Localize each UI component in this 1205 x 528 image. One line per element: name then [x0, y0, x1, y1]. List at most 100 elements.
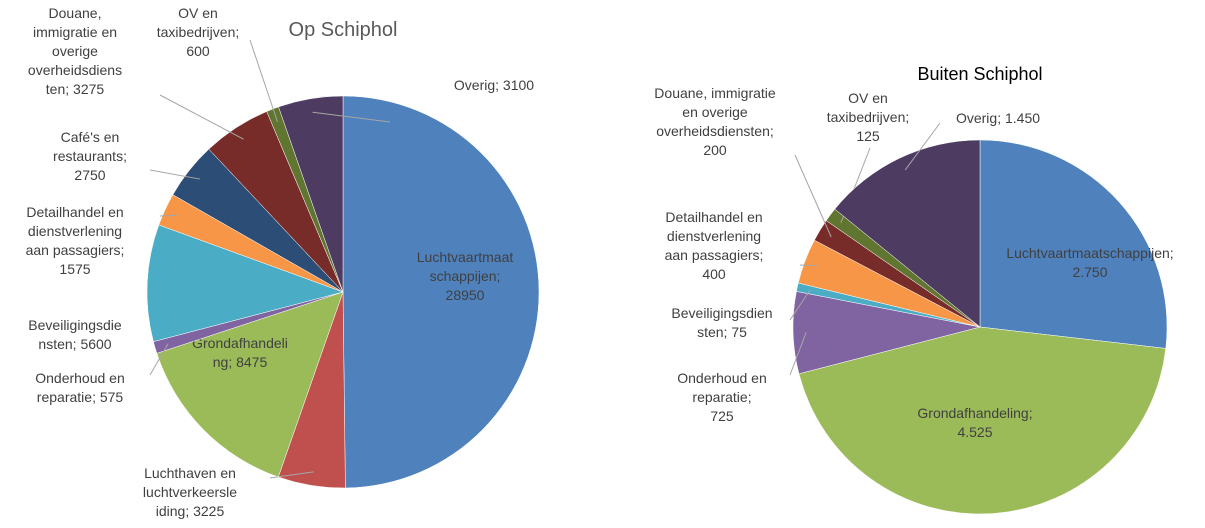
label-part: Grondafhandeli [192, 335, 288, 351]
label-part: 1.450 [1005, 110, 1040, 126]
data-label: Beveiligingsdien sten; 75 [671, 305, 772, 340]
label-part: 2750 [74, 167, 105, 183]
label-part: aan passagiers [665, 247, 760, 263]
label-line: 2.750 [1072, 264, 1107, 280]
label-line: 125 [856, 128, 880, 144]
label-line: 28950 [446, 287, 485, 303]
label-line: Grondafhandeli [192, 335, 288, 351]
data-label: Beveiligingsdie nsten; 5600 [28, 317, 122, 352]
label-part: dienstverlening [667, 228, 761, 244]
label-line: iding; 3225 [156, 503, 225, 519]
label-line: overheidsdiens [28, 62, 122, 78]
label-line: taxibedrijven; [827, 109, 910, 125]
label-part: aan passagiers [26, 242, 121, 258]
label-part: Overig [956, 110, 997, 126]
label-line: 400 [702, 266, 726, 282]
leader-line [249, 39, 278, 123]
label-line: OV en [848, 90, 888, 106]
label-line: 600 [186, 43, 210, 59]
data-label: Onderhoud en reparatie; 575 [35, 370, 125, 405]
label-part: taxibedrijven [157, 24, 236, 40]
label-part: 200 [703, 142, 727, 158]
label-part: ; [770, 123, 774, 139]
label-part: 725 [710, 408, 734, 424]
label-part: OV en [848, 90, 888, 106]
label-line: Grondafhandeling; [917, 405, 1032, 421]
label-part: restaurants [53, 148, 123, 164]
label-part: dienstverlening [28, 223, 122, 239]
label-part: schappijen [430, 268, 497, 284]
label-part: ; [760, 247, 764, 263]
label-part: 28950 [446, 287, 485, 303]
label-part: overheidsdiens [28, 62, 122, 78]
label-part: Luchthaven en [144, 465, 236, 481]
label-part: en overige [682, 104, 748, 120]
label-part: Onderhoud en [35, 370, 125, 386]
label-part: ; [228, 354, 236, 370]
leader-line [904, 122, 941, 171]
pie-slice [278, 95, 344, 293]
label-part: Grondafhandeling [917, 405, 1028, 421]
label-part: taxibedrijven [827, 109, 906, 125]
label-part: ; [724, 324, 732, 340]
data-label: OV en taxibedrijven; 600 [157, 5, 240, 59]
label-line: 4.525 [957, 424, 992, 440]
label-part: immigratie en [33, 24, 117, 40]
label-line: 725 [710, 408, 734, 424]
label-line: restaurants; [53, 148, 127, 164]
label-part: ; [235, 24, 239, 40]
label-line: schappijen; [430, 268, 501, 284]
data-label: Onderhoud en reparatie; 725 [677, 370, 767, 424]
leader-line [159, 214, 178, 217]
data-label: Grondafhandeli ng; 8475 [192, 335, 288, 370]
label-line: Beveiligingsdien [671, 305, 772, 321]
label-line: dienstverlening [28, 223, 122, 239]
label-line: taxibedrijven; [157, 24, 240, 40]
chart-title: Op Schiphol [289, 19, 398, 41]
label-line: Onderhoud en [35, 370, 125, 386]
label-part: ng [213, 354, 229, 370]
label-line: Douane, immigratie [654, 85, 776, 101]
label-line: nsten; 5600 [38, 336, 111, 352]
label-line: 200 [703, 142, 727, 158]
label-line: en overige [682, 104, 748, 120]
label-part: ; [123, 148, 127, 164]
label-part: reparatie [692, 389, 747, 405]
label-part: ; [92, 389, 100, 405]
leader-line [794, 154, 832, 238]
label-part: 575 [100, 389, 124, 405]
data-label: OV en taxibedrijven; 125 [827, 90, 910, 144]
label-part: ; [1170, 245, 1174, 261]
label-part: 1575 [59, 261, 90, 277]
label-part: sten [697, 324, 723, 340]
data-label: Douane, immigratie en overige overheidsdie… [654, 85, 776, 158]
label-part: Beveiligingsdie [28, 317, 122, 333]
leader-line [149, 343, 169, 376]
label-line: Café's en [61, 129, 120, 145]
data-label: Overig; 3100 [454, 77, 534, 93]
label-line: Luchtvaartmaat [417, 249, 514, 265]
label-part: 600 [186, 43, 210, 59]
label-part: reparatie [37, 389, 92, 405]
label-part: 3100 [503, 77, 534, 93]
leader-line [799, 264, 818, 267]
label-part: ; [121, 242, 125, 258]
label-part: 4.525 [957, 424, 992, 440]
label-part: 125 [856, 128, 880, 144]
leader-line [159, 94, 244, 140]
label-line: dienstverlening [667, 228, 761, 244]
data-label: Detailhandel en dienstverlening aan passag… [26, 204, 125, 277]
data-label: Grondafhandeling; 4.525 [917, 405, 1032, 440]
label-part: iding [156, 503, 186, 519]
label-line: Detailhandel en [665, 209, 762, 225]
label-line: overheidsdiensten; [656, 123, 774, 139]
label-part: 400 [702, 266, 726, 282]
label-line: Beveiligingsdie [28, 317, 122, 333]
label-part: ; [495, 77, 503, 93]
leader-line [789, 332, 807, 376]
label-part: 2.750 [1072, 264, 1107, 280]
label-part: ; [185, 503, 193, 519]
label-part: 3275 [73, 81, 104, 97]
label-line: 2750 [74, 167, 105, 183]
